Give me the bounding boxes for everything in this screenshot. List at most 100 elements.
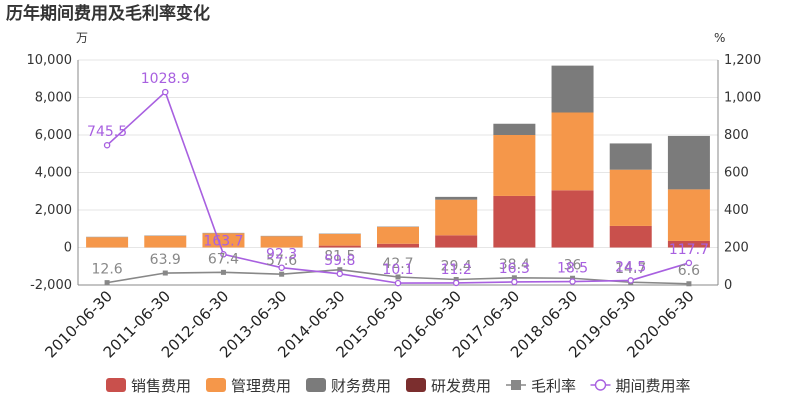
right-tick-label: 800 bbox=[724, 128, 749, 143]
data-label-1-2: 163.7 bbox=[203, 233, 243, 249]
bar-2-8 bbox=[551, 65, 594, 113]
bar-1-9 bbox=[609, 169, 652, 226]
bars bbox=[86, 65, 710, 248]
line-point-0-7 bbox=[511, 275, 517, 281]
bar-0-7 bbox=[493, 195, 536, 248]
left-tick-label: 0 bbox=[64, 241, 72, 256]
lines bbox=[103, 88, 693, 287]
legend-item-0[interactable]: 销售费用 bbox=[106, 377, 191, 395]
bar-0-9 bbox=[609, 225, 652, 248]
line-point-0-4 bbox=[337, 267, 343, 273]
line-point-0-1 bbox=[162, 270, 168, 276]
bar-1-2 bbox=[202, 233, 245, 248]
bar-0-6 bbox=[435, 235, 478, 248]
line-labels: 12.6 63.9 67.4 57.6 81.5 42.7 29.4 38.4 36 14.7 6.… bbox=[87, 71, 709, 279]
bar-0-8 bbox=[551, 190, 594, 248]
line-point-0-3 bbox=[279, 271, 285, 277]
legend-label: 研发费用 bbox=[431, 377, 491, 395]
bar-1-1 bbox=[144, 235, 187, 248]
bar-1-7 bbox=[493, 135, 536, 196]
bar-0-10 bbox=[667, 240, 710, 248]
line-point-0-10 bbox=[686, 281, 692, 287]
bar-2-7 bbox=[493, 123, 536, 135]
bar-2-9 bbox=[609, 143, 652, 170]
data-label-1-4: 59.8 bbox=[324, 253, 355, 269]
left-tick-label: 8,000 bbox=[35, 91, 72, 106]
bar-2-10 bbox=[667, 135, 710, 190]
line-point-1-3 bbox=[278, 264, 285, 271]
data-label-1-10: 117.7 bbox=[669, 242, 709, 258]
data-label-1-1: 1028.9 bbox=[141, 71, 190, 87]
right-tick-label: 400 bbox=[724, 203, 749, 218]
right-tick-label: 1,200 bbox=[724, 53, 761, 68]
legend-label: 财务费用 bbox=[331, 377, 391, 395]
legend-label: 期间费用率 bbox=[616, 377, 691, 395]
data-label-1-3: 92.3 bbox=[266, 247, 297, 263]
legend-label: 管理费用 bbox=[231, 377, 291, 395]
line-point-1-5 bbox=[394, 279, 402, 287]
line-point-1-9 bbox=[627, 277, 634, 284]
line-point-1-8 bbox=[569, 278, 576, 285]
bar-1-10 bbox=[667, 189, 710, 241]
bar-1-8 bbox=[551, 112, 594, 191]
legend-item-5[interactable]: 期间费用率 bbox=[590, 377, 691, 395]
line-point-1-1 bbox=[162, 88, 169, 96]
data-label-0-6: 29.4 bbox=[441, 258, 472, 274]
bar-0-5 bbox=[377, 243, 419, 248]
legend-swatch-marker bbox=[594, 379, 607, 391]
data-label-0-0: 12.6 bbox=[92, 262, 123, 278]
legend-label: 销售费用 bbox=[131, 377, 191, 395]
data-label-1-7: 16.3 bbox=[499, 261, 530, 277]
legend: 销售费用 管理费用 财务费用 研发费用 毛利率 期间费用率 bbox=[106, 377, 691, 395]
bar-1-0 bbox=[86, 237, 129, 248]
line-point-0-5 bbox=[395, 274, 401, 280]
legend-swatch bbox=[406, 378, 426, 392]
left-tick-label: 6,000 bbox=[35, 128, 72, 143]
left-tick-label: -2,000 bbox=[30, 278, 72, 293]
right-tick-label: 0 bbox=[724, 278, 732, 293]
page-title: 历年期间费用及毛利率变化 bbox=[6, 4, 210, 24]
right-tick-label: 200 bbox=[724, 241, 749, 256]
line-point-0-6 bbox=[453, 276, 459, 282]
bar-1-6 bbox=[435, 199, 478, 236]
line-point-1-0 bbox=[103, 141, 111, 149]
legend-item-3[interactable]: 研发费用 bbox=[406, 377, 491, 395]
data-label-0-5: 42.7 bbox=[382, 256, 413, 272]
legend-swatch bbox=[206, 378, 226, 392]
line-point-1-4 bbox=[336, 270, 344, 278]
line-point-0-0 bbox=[104, 280, 110, 286]
legend-item-2[interactable]: 财务费用 bbox=[306, 377, 391, 395]
legend-item-1[interactable]: 管理费用 bbox=[206, 377, 291, 395]
legend-swatch bbox=[306, 378, 326, 392]
line-point-1-7 bbox=[511, 278, 518, 286]
legend-swatch bbox=[106, 378, 126, 392]
legend-item-4[interactable]: 毛利率 bbox=[506, 377, 576, 395]
line-point-1-2 bbox=[220, 251, 227, 258]
right-tick-label: 1,000 bbox=[724, 91, 761, 106]
line-point-0-2 bbox=[220, 269, 226, 275]
bar-1-5 bbox=[377, 226, 419, 244]
legend-label: 毛利率 bbox=[531, 377, 576, 395]
data-label-0-3: 57.6 bbox=[266, 253, 297, 269]
data-label-0-9: 14.7 bbox=[615, 261, 646, 277]
left-tick-label: 10,000 bbox=[27, 53, 73, 68]
left-axis-unit: 万 bbox=[76, 31, 88, 45]
data-label-1-6: 11.2 bbox=[441, 262, 472, 278]
data-label-1-0: 745.5 bbox=[87, 124, 127, 140]
data-label-1-9: 24.5 bbox=[615, 259, 646, 275]
left-tick-label: 4,000 bbox=[35, 166, 72, 181]
data-label-1-8: 18.5 bbox=[557, 261, 588, 277]
bar-0-4 bbox=[318, 245, 361, 248]
line-point-1-6 bbox=[452, 279, 460, 287]
bar-1-3 bbox=[260, 236, 303, 248]
data-label-1-5: 10.1 bbox=[382, 262, 413, 278]
data-label-0-4: 81.5 bbox=[324, 249, 355, 265]
bar-1-4 bbox=[318, 234, 361, 246]
left-tick-label: 2,000 bbox=[35, 203, 72, 218]
line-series-1 bbox=[106, 90, 690, 284]
data-label-0-7: 38.4 bbox=[499, 257, 530, 273]
right-axis-unit: % bbox=[714, 31, 725, 45]
data-label-0-1: 63.9 bbox=[150, 252, 181, 268]
line-point-0-8 bbox=[570, 275, 576, 281]
